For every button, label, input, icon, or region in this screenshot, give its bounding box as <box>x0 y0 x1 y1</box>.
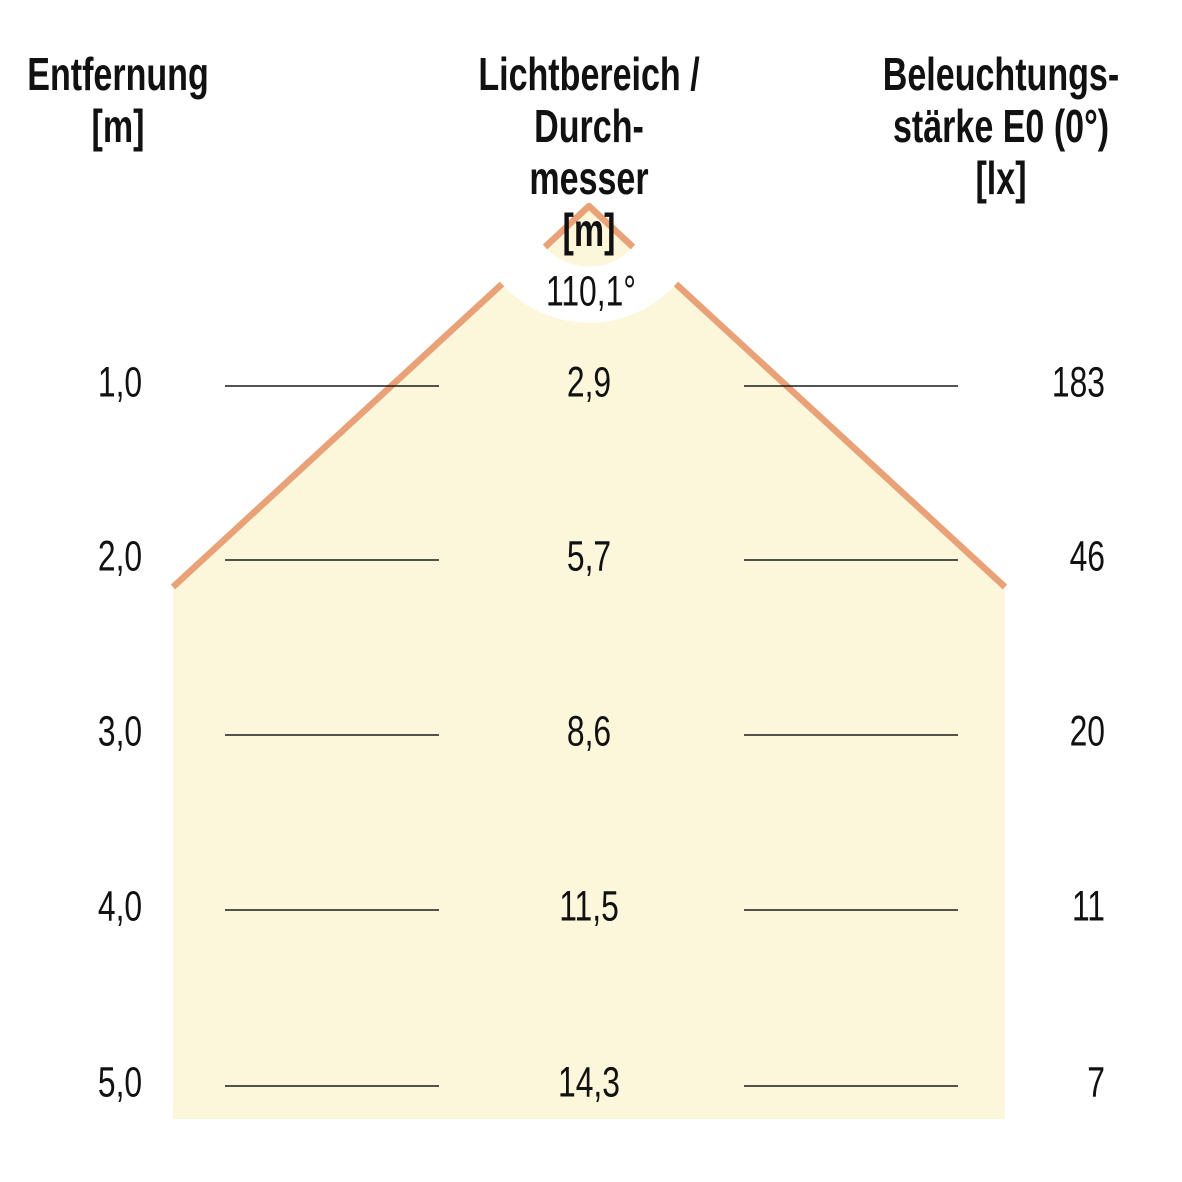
row3-distance-value: 3,0 <box>97 707 143 756</box>
cone-edge-left <box>170 281 505 590</box>
cone-edge-right <box>673 281 1008 590</box>
header-distance-unit: [m] <box>91 100 145 152</box>
header-illuminance-unit: [lx] <box>975 152 1027 204</box>
header-diameter: Lichtbereich / Durch- messer [m] <box>359 48 819 256</box>
row1-illuminance-value: 183 <box>1051 358 1105 407</box>
header-diameter-title-2: messer <box>529 152 649 204</box>
beam-apex-outline <box>542 202 636 250</box>
header-diameter-title-1: Lichtbereich / Durch- <box>478 48 700 152</box>
beam-edges <box>170 202 1008 590</box>
row-ruler-lines <box>225 385 958 1087</box>
header-diameter-unit: [m] <box>562 204 616 256</box>
header-distance: Entfernung [m] <box>0 48 348 152</box>
header-illuminance-title-1: Beleuchtungs- <box>882 48 1120 100</box>
header-distance-title: Entfernung <box>27 48 209 100</box>
header-illuminance-title-2: stärke E0 (0°) <box>892 100 1110 152</box>
row2-diameter-value: 5,7 <box>566 532 612 581</box>
row5-diameter-value: 14,3 <box>558 1058 620 1107</box>
row4-illuminance-value: 11 <box>1071 882 1105 931</box>
beam-angle-value: 110,1° <box>546 267 636 316</box>
row1-distance-value: 1,0 <box>97 358 143 407</box>
row1-diameter-value: 2,9 <box>566 358 612 407</box>
row4-distance-value: 4,0 <box>97 882 143 931</box>
row2-illuminance-value: 46 <box>1069 532 1105 581</box>
row5-distance-value: 5,0 <box>97 1058 143 1107</box>
header-illuminance: Beleuchtungs- stärke E0 (0°) [lx] <box>771 48 1182 204</box>
beam-apex-fan <box>545 206 633 267</box>
row3-diameter-value: 8,6 <box>566 707 612 756</box>
light-cone-shape <box>173 284 1005 1119</box>
row2-distance-value: 2,0 <box>97 532 143 581</box>
row5-illuminance-value: 7 <box>1087 1058 1105 1107</box>
row4-diameter-value: 11,5 <box>559 882 619 931</box>
row3-illuminance-value: 20 <box>1069 707 1105 756</box>
